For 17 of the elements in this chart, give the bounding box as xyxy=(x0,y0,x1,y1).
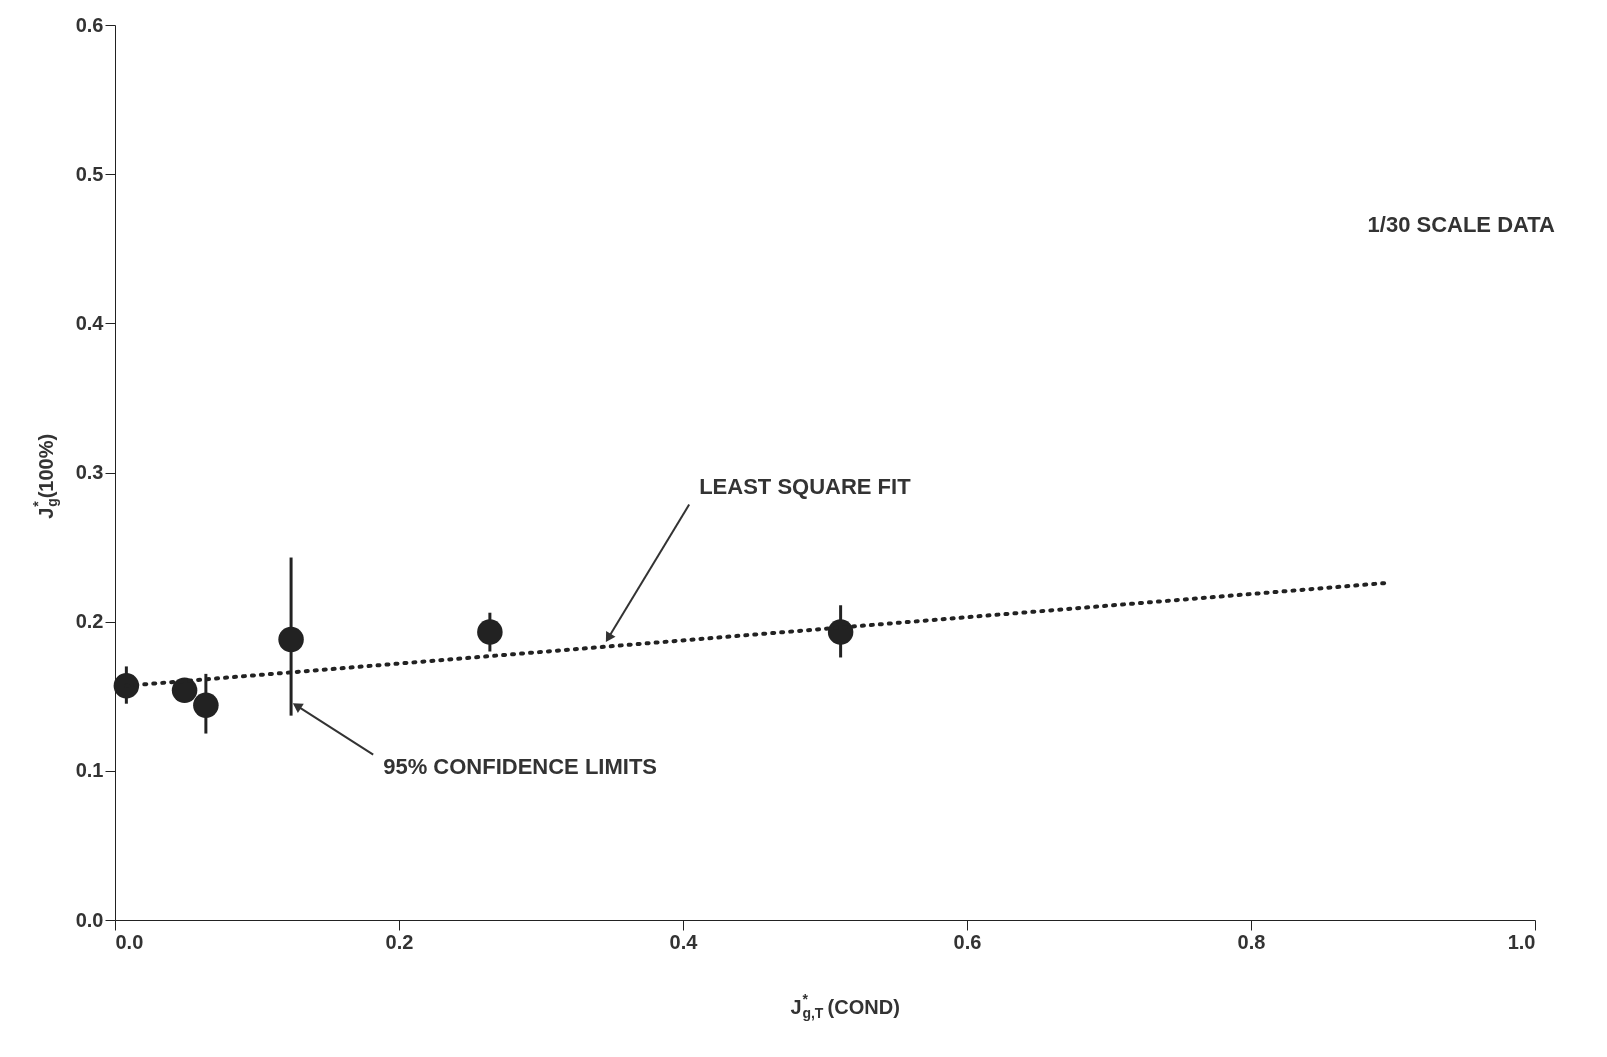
x-tick-label: 0.6 xyxy=(953,930,982,953)
y-tick-label: 0.3 xyxy=(75,461,104,483)
y-tick-label: 0.0 xyxy=(75,908,104,931)
y-tick-label: 0.1 xyxy=(75,759,104,782)
annotation: LEAST SQUARE FIT xyxy=(699,473,912,499)
y-tick-label: 0.2 xyxy=(75,610,104,633)
y-tick-label: 0.4 xyxy=(75,311,105,334)
y-tick-label: 0.5 xyxy=(75,162,104,185)
x-tick-label: 0.0 xyxy=(115,930,144,953)
y-axis-title: J*g(100%) xyxy=(30,433,60,519)
annotation: 1/30 SCALE DATA xyxy=(1367,212,1556,237)
x-tick-label: 0.2 xyxy=(385,930,414,953)
y-tick-label: 0.6 xyxy=(75,13,104,36)
x-tick-label: 0.8 xyxy=(1237,930,1266,953)
annotation: 95% CONFIDENCE LIMITS xyxy=(383,753,657,779)
x-tick-label: 0.4 xyxy=(669,930,699,953)
x-tick-label: 1.0 xyxy=(1507,930,1536,953)
